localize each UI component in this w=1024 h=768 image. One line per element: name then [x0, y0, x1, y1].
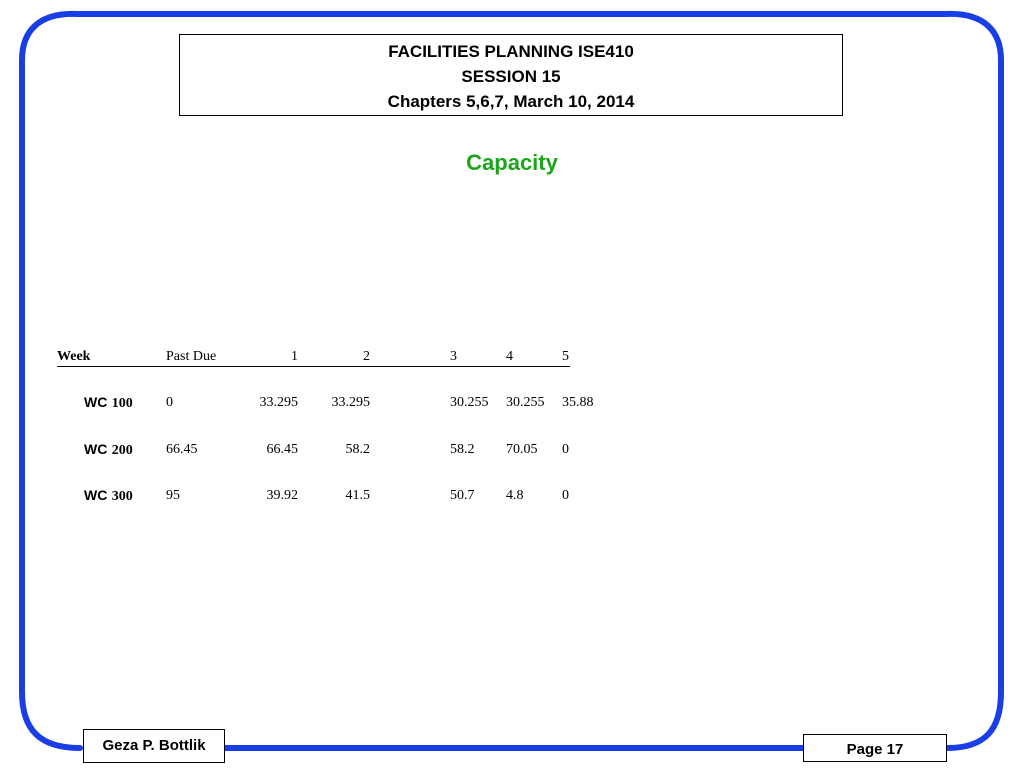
- table-cell: 39.92: [266, 488, 299, 503]
- col-header-5: 5: [562, 349, 569, 364]
- table-cell: 70.05: [506, 442, 538, 457]
- table-cell: 35.88: [562, 395, 594, 410]
- header-session: SESSION 15: [461, 67, 561, 86]
- header-chapters: Chapters 5,6,7, March 10, 2014: [387, 92, 635, 111]
- table-cell: 58.2: [450, 442, 475, 457]
- table-cell: 30.255: [506, 395, 545, 410]
- wc-prefix: WC: [84, 487, 108, 503]
- wc-number: 200: [111, 443, 133, 458]
- col-header-3: 3: [450, 349, 457, 364]
- col-header-2: 2: [363, 349, 370, 364]
- table-cell: 0: [166, 395, 173, 410]
- footer-page-number: Page 17: [803, 734, 947, 762]
- table-cell: 50.7: [450, 488, 475, 503]
- header-underline: [57, 366, 570, 367]
- table-cell: 0: [562, 488, 569, 503]
- table-cell: 41.5: [345, 488, 371, 503]
- table-cell: 33.295: [259, 395, 299, 410]
- wc-prefix: WC: [84, 441, 108, 457]
- col-header-past-due: Past Due: [166, 349, 217, 364]
- wc-number: 100: [111, 396, 133, 411]
- table-cell: 4.8: [506, 488, 524, 503]
- row-label-wc200: WC 200: [84, 441, 133, 459]
- col-header-week: Week: [57, 349, 91, 364]
- wc-prefix: WC: [84, 394, 108, 410]
- table-cell: 66.45: [166, 442, 198, 457]
- table-cell: 58.2: [345, 442, 371, 457]
- table-cell: 0: [562, 442, 569, 457]
- col-header-1: 1: [291, 349, 298, 364]
- table-cell: 30.255: [450, 395, 489, 410]
- footer-author: Geza P. Bottlik: [83, 729, 225, 763]
- table-cell: 33.295: [331, 395, 371, 410]
- header-box: FACILITIES PLANNING ISE410 SESSION 15 Ch…: [179, 34, 843, 116]
- row-label-wc300: WC 300: [84, 487, 133, 505]
- table-cell: 66.45: [266, 442, 299, 457]
- col-header-4: 4: [506, 349, 513, 364]
- table-cell: 95: [166, 488, 180, 503]
- wc-number: 300: [111, 489, 133, 504]
- slide-title: Capacity: [466, 150, 558, 175]
- row-label-wc100: WC 100: [84, 394, 133, 412]
- header-course: FACILITIES PLANNING ISE410: [388, 42, 634, 61]
